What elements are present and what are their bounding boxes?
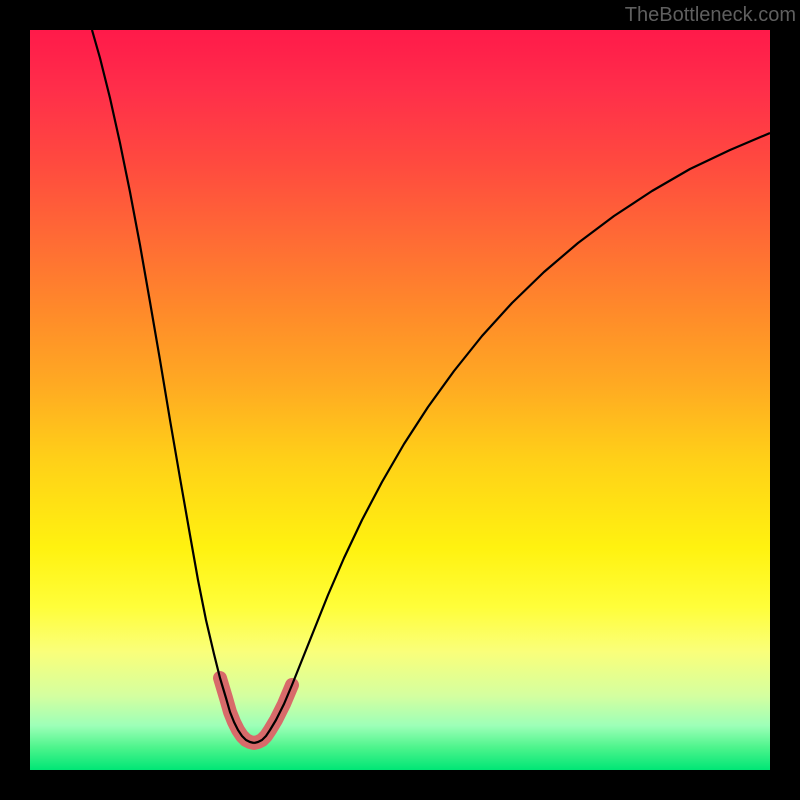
gradient-background bbox=[30, 30, 770, 770]
watermark-text: TheBottleneck.com bbox=[625, 4, 796, 27]
chart-svg bbox=[30, 30, 770, 770]
plot-area bbox=[30, 30, 770, 770]
